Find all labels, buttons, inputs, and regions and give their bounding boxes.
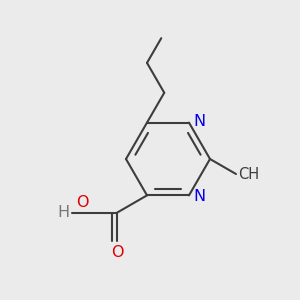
Text: O: O (111, 245, 123, 260)
Text: N: N (193, 189, 205, 204)
Text: H: H (58, 205, 70, 220)
Text: N: N (193, 114, 205, 129)
Text: O: O (76, 195, 88, 210)
Text: CH: CH (238, 167, 260, 182)
